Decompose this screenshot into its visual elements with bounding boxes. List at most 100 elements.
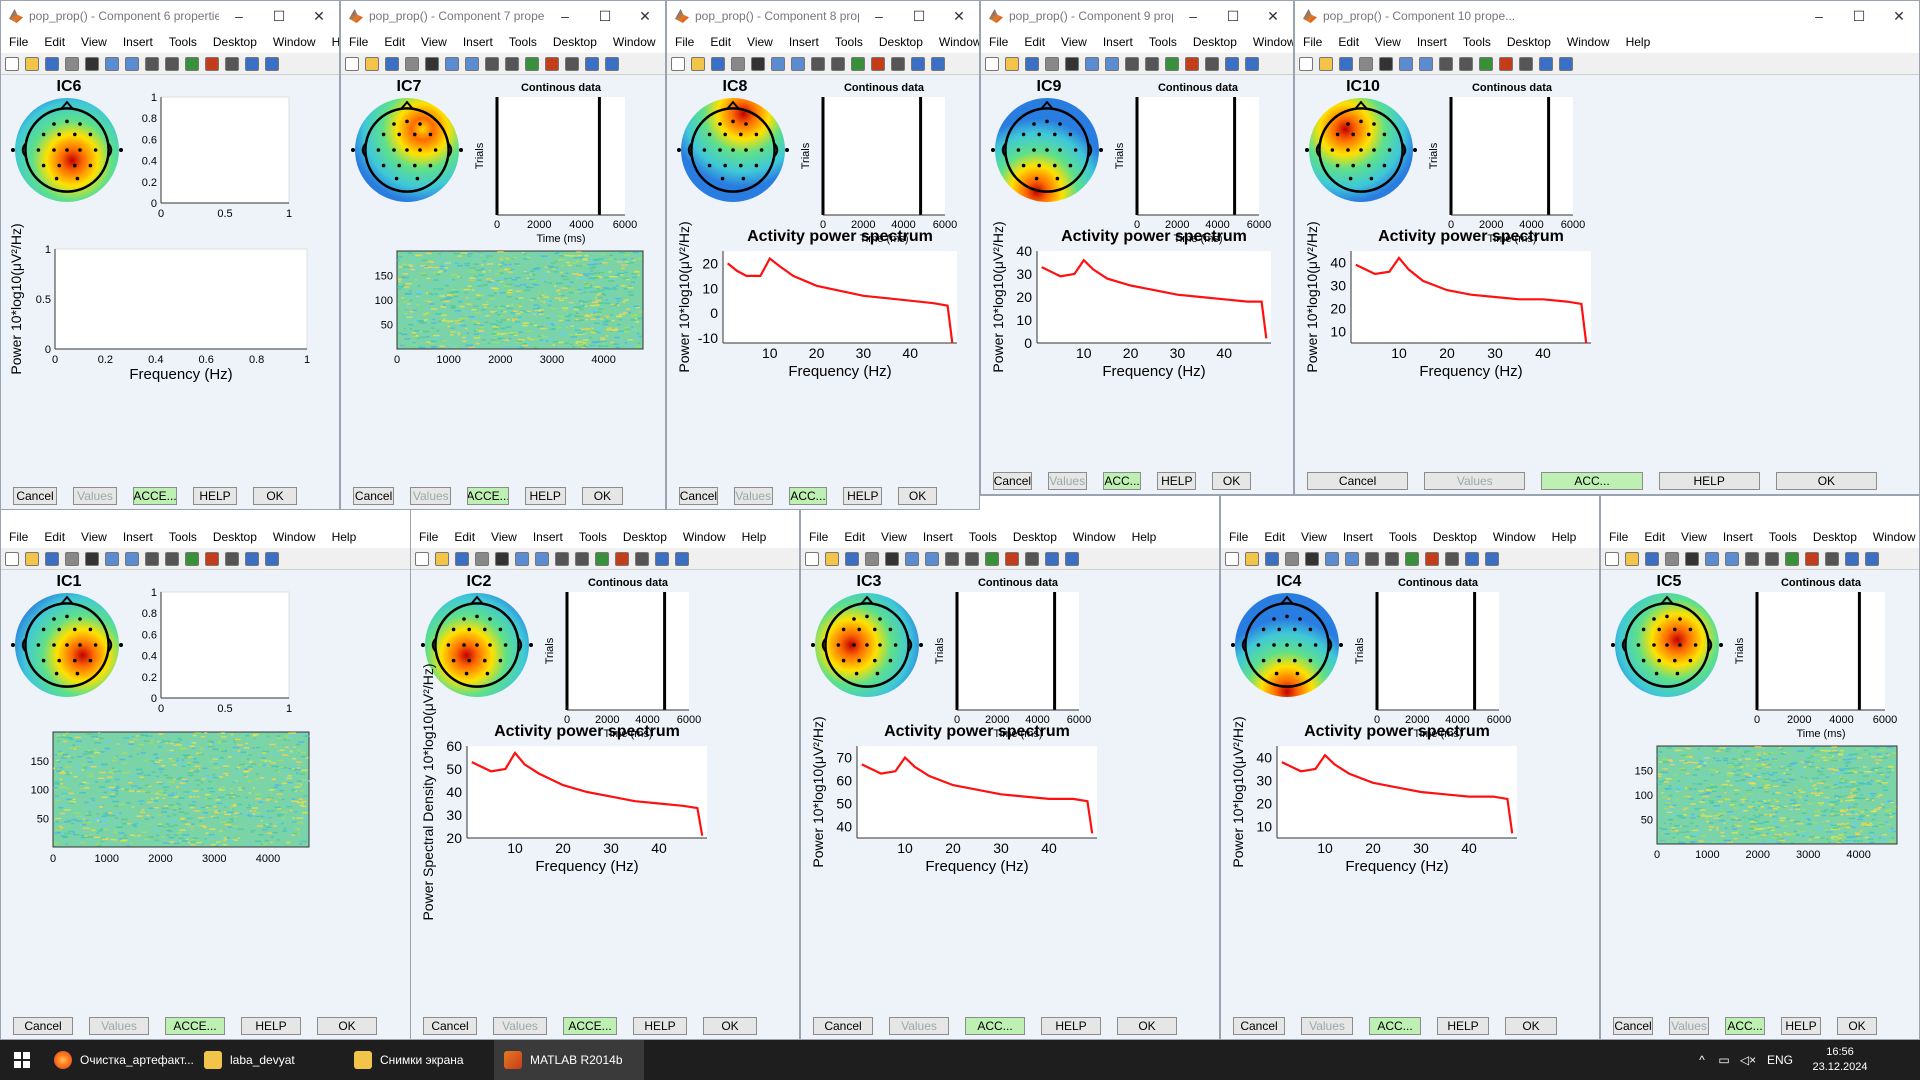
rotate-icon[interactable] bbox=[165, 551, 179, 566]
rotate-icon[interactable] bbox=[165, 56, 179, 71]
clock[interactable]: 16:56 23.12.2024 bbox=[1800, 1045, 1880, 1075]
window-titlebar[interactable]: pop_prop() - Component 9 properties–☐✕ bbox=[981, 1, 1293, 31]
rotate-icon[interactable] bbox=[575, 551, 589, 566]
pointer-icon[interactable] bbox=[85, 56, 99, 71]
pan-icon[interactable] bbox=[1745, 551, 1759, 566]
menu-item-view[interactable]: View bbox=[81, 530, 107, 544]
accept-button[interactable]: ACCE... bbox=[165, 1017, 225, 1035]
cancel-button[interactable]: Cancel bbox=[13, 487, 57, 505]
print-icon[interactable] bbox=[1285, 551, 1299, 566]
close-icon[interactable]: ✕ bbox=[639, 7, 651, 24]
menu-item-window[interactable]: Window bbox=[612, 35, 656, 49]
notifications-icon[interactable] bbox=[1880, 1040, 1920, 1080]
new-file-icon[interactable] bbox=[671, 56, 685, 71]
cancel-button[interactable]: Cancel bbox=[13, 1017, 73, 1035]
pan-icon[interactable] bbox=[145, 551, 159, 566]
menu-item-view[interactable]: View bbox=[421, 35, 447, 49]
ok-button[interactable]: OK bbox=[1837, 1017, 1877, 1035]
print-icon[interactable] bbox=[731, 56, 745, 71]
cancel-button[interactable]: Cancel bbox=[813, 1017, 873, 1035]
menu-item-edit[interactable]: Edit bbox=[454, 530, 476, 544]
window-titlebar[interactable]: pop_prop() - Component 7 properties–☐✕ bbox=[341, 1, 665, 31]
menu-item-desktop[interactable]: Desktop bbox=[878, 35, 923, 49]
ok-button[interactable]: OK bbox=[581, 487, 623, 505]
values-button[interactable]: Values bbox=[1669, 1017, 1709, 1035]
menu-item-window[interactable]: Window bbox=[272, 35, 316, 49]
menu-item-window[interactable]: Window bbox=[938, 35, 979, 49]
zoom-in-icon[interactable] bbox=[771, 56, 785, 71]
zoom-in-icon[interactable] bbox=[515, 551, 529, 566]
brush-icon[interactable] bbox=[871, 56, 885, 71]
minimize-icon[interactable]: – bbox=[1815, 8, 1823, 24]
cancel-button[interactable]: Cancel bbox=[679, 487, 718, 505]
link-icon[interactable] bbox=[1205, 56, 1219, 71]
zoom-out-icon[interactable] bbox=[465, 56, 479, 71]
minimize-icon[interactable]: – bbox=[875, 8, 883, 24]
open-folder-icon[interactable] bbox=[1245, 551, 1259, 566]
minimize-icon[interactable]: – bbox=[235, 8, 243, 24]
window-ic3[interactable]: File Edit View Insert Tools Desktop Window Help… bbox=[800, 495, 1220, 1040]
save-icon[interactable] bbox=[455, 551, 469, 566]
pointer-icon[interactable] bbox=[751, 56, 765, 71]
colorbar-icon[interactable] bbox=[1045, 551, 1059, 566]
help-button[interactable]: HELP bbox=[1781, 1017, 1821, 1035]
colorbar-icon[interactable] bbox=[1225, 56, 1239, 71]
start-button[interactable] bbox=[0, 1040, 44, 1080]
colorbar-icon[interactable] bbox=[585, 56, 599, 71]
maximize-icon[interactable]: ☐ bbox=[912, 7, 926, 24]
taskbar-item-laba[interactable]: laba_devyat bbox=[194, 1040, 344, 1080]
link-icon[interactable] bbox=[635, 551, 649, 566]
menu-item-edit[interactable]: Edit bbox=[44, 530, 66, 544]
menu-item-file[interactable]: File bbox=[349, 35, 369, 49]
colorbar-icon[interactable] bbox=[911, 56, 925, 71]
ok-button[interactable]: OK bbox=[1505, 1017, 1557, 1035]
accept-button[interactable]: ACC... bbox=[1102, 472, 1142, 490]
accept-button[interactable]: ACCE... bbox=[133, 487, 177, 505]
maximize-icon[interactable]: ☐ bbox=[272, 7, 286, 24]
menu-item-help[interactable]: Help bbox=[664, 35, 665, 49]
open-folder-icon[interactable] bbox=[1005, 56, 1019, 71]
menu-item-tools[interactable]: Tools bbox=[578, 530, 607, 544]
new-file-icon[interactable] bbox=[5, 56, 19, 71]
menu-item-insert[interactable]: Insert bbox=[1416, 35, 1447, 49]
data-cursor-icon[interactable] bbox=[1165, 56, 1179, 71]
zoom-out-icon[interactable] bbox=[791, 56, 805, 71]
zoom-out-icon[interactable] bbox=[1725, 551, 1739, 566]
accept-button[interactable]: ACC... bbox=[788, 487, 828, 505]
menu-item-desktop[interactable]: Desktop bbox=[1432, 530, 1477, 544]
menu-item-help[interactable]: Help bbox=[1625, 35, 1651, 49]
save-icon[interactable] bbox=[1265, 551, 1279, 566]
menu-item-insert[interactable]: Insert bbox=[532, 530, 563, 544]
menu-item-insert[interactable]: Insert bbox=[788, 35, 819, 49]
menu-item-file[interactable]: File bbox=[1609, 530, 1629, 544]
menu-item-window[interactable]: Window bbox=[272, 530, 316, 544]
link-icon[interactable] bbox=[1825, 551, 1839, 566]
brush-icon[interactable] bbox=[1005, 551, 1019, 566]
pointer-icon[interactable] bbox=[495, 551, 509, 566]
menu-item-tools[interactable]: Tools bbox=[968, 530, 997, 544]
menu-item-view[interactable]: View bbox=[881, 530, 907, 544]
zoom-out-icon[interactable] bbox=[1345, 551, 1359, 566]
data-cursor-icon[interactable] bbox=[185, 551, 199, 566]
menu-item-edit[interactable]: Edit bbox=[1264, 530, 1286, 544]
zoom-in-icon[interactable] bbox=[445, 56, 459, 71]
window-titlebar[interactable]: pop_prop() - Component 6 properties – ☐ ✕ bbox=[1, 1, 339, 31]
pointer-icon[interactable] bbox=[1305, 551, 1319, 566]
new-file-icon[interactable] bbox=[1225, 551, 1239, 566]
accept-button[interactable]: ACC... bbox=[965, 1017, 1025, 1035]
maximize-icon[interactable]: ☐ bbox=[598, 7, 612, 24]
data-cursor-icon[interactable] bbox=[1405, 551, 1419, 566]
link-icon[interactable] bbox=[565, 56, 579, 71]
menu-item-window[interactable]: Window bbox=[682, 530, 726, 544]
window-titlebar[interactable]: pop_prop() - Component 10 prope... – ☐ ✕ bbox=[1295, 1, 1919, 31]
pan-icon[interactable] bbox=[555, 551, 569, 566]
pointer-icon[interactable] bbox=[425, 56, 439, 71]
rotate-icon[interactable] bbox=[505, 56, 519, 71]
new-file-icon[interactable] bbox=[415, 551, 429, 566]
menu-item-edit[interactable]: Edit bbox=[384, 35, 406, 49]
window-ic7[interactable]: pop_prop() - Component 7 properties–☐✕Fi… bbox=[340, 0, 666, 510]
zoom-out-icon[interactable] bbox=[125, 56, 139, 71]
zoom-in-icon[interactable] bbox=[905, 551, 919, 566]
menu-item-desktop[interactable]: Desktop bbox=[1012, 530, 1057, 544]
ok-button[interactable]: OK bbox=[703, 1017, 757, 1035]
